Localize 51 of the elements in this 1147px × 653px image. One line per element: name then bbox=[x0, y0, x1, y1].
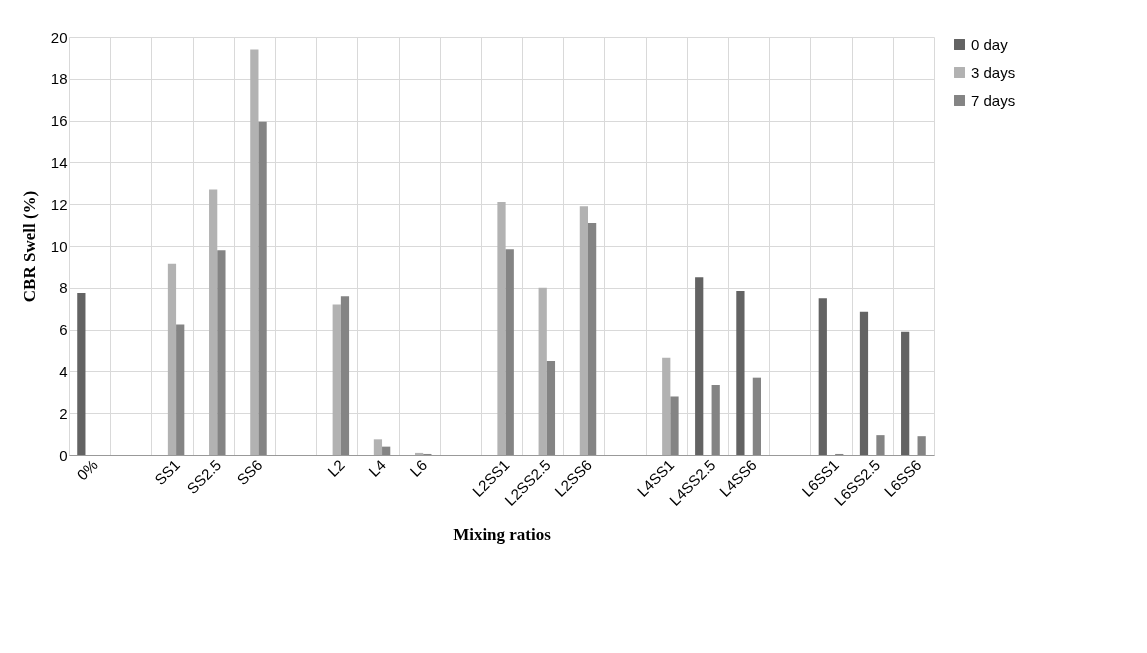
bar bbox=[415, 452, 424, 455]
y-tick-label: 12 bbox=[50, 195, 68, 213]
bar bbox=[876, 435, 885, 455]
bar bbox=[209, 189, 218, 455]
x-tick-label: L6 bbox=[406, 456, 431, 480]
bar bbox=[340, 296, 350, 455]
bar bbox=[77, 293, 86, 455]
x-tick-label: SS1 bbox=[151, 456, 184, 489]
bar bbox=[546, 360, 556, 455]
y-tick-label: 0 bbox=[59, 446, 68, 464]
bar bbox=[497, 202, 506, 455]
bar bbox=[711, 384, 720, 455]
bar bbox=[859, 311, 869, 455]
bar bbox=[332, 304, 341, 455]
bar bbox=[579, 206, 588, 455]
y-axis-title: CBR Swell (%) bbox=[19, 190, 39, 303]
bar bbox=[818, 298, 827, 455]
y-tick-label: 16 bbox=[50, 112, 68, 130]
bar bbox=[670, 396, 679, 455]
legend-label: 7 days bbox=[971, 91, 1016, 109]
bar bbox=[752, 377, 761, 455]
bar bbox=[382, 446, 391, 455]
bar bbox=[373, 439, 383, 455]
bar bbox=[736, 290, 745, 455]
bar bbox=[917, 436, 926, 455]
x-tick-label: L2 bbox=[324, 456, 348, 480]
bar bbox=[176, 324, 185, 455]
y-tick-label: 14 bbox=[50, 153, 68, 171]
bar bbox=[258, 121, 267, 455]
x-tick-label: 0% bbox=[73, 456, 101, 484]
bar bbox=[662, 357, 671, 455]
y-tick-label: 10 bbox=[50, 237, 68, 255]
bar bbox=[250, 49, 259, 455]
bar bbox=[695, 277, 704, 455]
x-tick-label: SS6 bbox=[233, 456, 266, 489]
y-tick-label: 20 bbox=[50, 28, 68, 46]
bar bbox=[588, 223, 597, 455]
bar bbox=[505, 249, 514, 455]
y-tick-label: 8 bbox=[59, 279, 68, 297]
y-tick-label: 6 bbox=[59, 321, 68, 339]
bar bbox=[901, 331, 910, 455]
bar bbox=[217, 250, 226, 455]
y-tick-label: 4 bbox=[59, 362, 68, 380]
bar bbox=[167, 263, 177, 455]
y-tick-label: 2 bbox=[59, 404, 68, 422]
x-tick-label: L4 bbox=[365, 456, 390, 480]
x-axis-title: Mixing ratios bbox=[453, 524, 552, 544]
y-tick-label: 18 bbox=[50, 70, 68, 88]
bar bbox=[538, 287, 547, 455]
legend-label: 0 day bbox=[971, 35, 1009, 53]
legend-label: 3 days bbox=[971, 63, 1016, 81]
